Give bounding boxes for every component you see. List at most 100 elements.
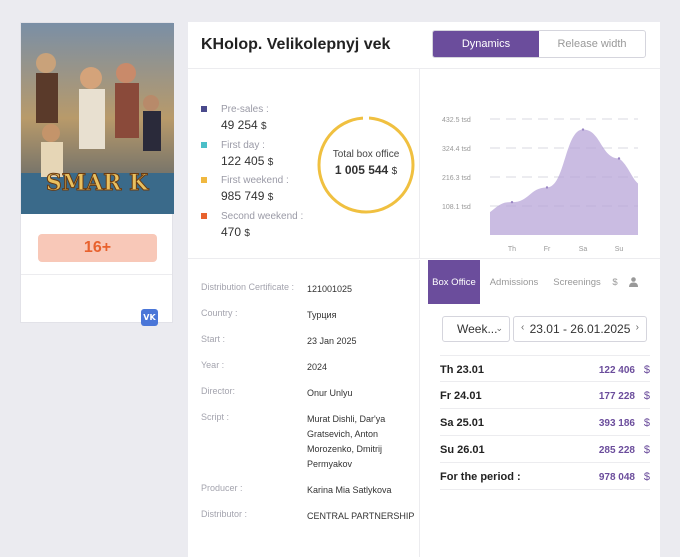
detail-key: Distributor : — [201, 509, 248, 519]
detail-value[interactable]: Murat Dishli, Dar'ya Gratsevich, Anton M… — [307, 414, 386, 469]
tab-box-office[interactable]: Box Office — [428, 260, 480, 304]
y-tick-label: 432.5 tsd — [442, 117, 471, 124]
chart-svg: 108.1 tsd 216.3 tsd 324.4 tsd 432.5 tsd Th Fr… — [442, 117, 638, 253]
stat-value: 985 749 — [221, 189, 265, 203]
detail-value: 2024 — [307, 362, 328, 372]
row-value: 978 048 — [598, 472, 635, 483]
detail-key: Country : — [201, 308, 238, 318]
row-value: 177 228 — [598, 391, 635, 402]
detail-value: Турция — [307, 310, 337, 320]
total-box-office-ring — [317, 116, 415, 214]
legend-square-icon — [201, 106, 207, 112]
box-office-chart: 108.1 tsd 216.3 tsd 324.4 tsd 432.5 tsd Th Fr… — [420, 69, 660, 259]
tab-currency[interactable]: $ — [612, 276, 618, 288]
total-box-office: Total box office 1 005 544 $ — [316, 149, 416, 177]
detail-key: Year : — [201, 360, 225, 370]
stat-value: 470 — [221, 225, 242, 239]
data-point[interactable] — [581, 128, 585, 131]
currency: $ — [244, 228, 250, 239]
currency: $ — [267, 157, 274, 168]
legend-square-icon — [201, 213, 207, 219]
stat-value: 122 405 — [221, 154, 265, 168]
detail-key: Start : — [201, 334, 226, 344]
person-icon — [628, 277, 638, 287]
date-range-select[interactable]: ‹ 23.01 - 26.01.2025 › — [513, 316, 647, 342]
detail-key: Director: — [201, 386, 236, 396]
period-select[interactable]: Week... ⌄ — [442, 316, 510, 342]
chevron-down-icon: ⌄ — [495, 323, 503, 333]
data-point[interactable] — [510, 200, 514, 204]
main-panel: KHolop. Velikolepnyj vek Dynamics Releas… — [188, 22, 660, 557]
chevron-right-icon[interactable]: › — [635, 322, 639, 333]
table-row: Th 23.01 122 406 $ — [440, 355, 650, 382]
vk-icon[interactable]: VK — [141, 309, 158, 326]
detail-key: Script : — [201, 412, 230, 422]
detail-value[interactable]: Karina Mia Satlykova — [307, 485, 392, 495]
details-section: Distribution Certificate : 121001025 Cou… — [188, 260, 420, 557]
view-toggle: Dynamics Release width — [432, 30, 646, 58]
stat-label: First day : — [221, 140, 265, 151]
header: KHolop. Velikolepnyj vek Dynamics Releas… — [188, 22, 660, 69]
box-office-table: Th 23.01 122 406 $ Fr 24.01 177 228 $ Sa… — [440, 355, 650, 490]
row-currency: $ — [643, 444, 650, 456]
row-day: Sa 25.01 — [440, 417, 485, 429]
row-day: For the period : — [440, 471, 521, 483]
stat-pre-sales: Pre-sales : 49 254 $ — [201, 104, 269, 132]
poster-card: SMAR K 16+ VK — [20, 22, 174, 326]
row-value: 122 406 — [598, 365, 635, 376]
tab-admissions[interactable]: Admissions — [489, 276, 539, 288]
stat-value: 49 254 — [221, 118, 258, 132]
age-rating-badge: 16+ — [38, 234, 157, 262]
detail-value[interactable]: Onur Unlyu — [307, 388, 353, 398]
legend-square-icon — [201, 142, 207, 148]
period-select-value: Week... — [457, 322, 498, 336]
area-series — [490, 129, 638, 235]
row-day: Su 26.01 — [440, 444, 485, 456]
legend-square-icon — [201, 177, 207, 183]
detail-key: Distribution Certificate : — [201, 282, 295, 292]
x-tick-label: Sa — [579, 246, 588, 253]
detail-value[interactable]: CENTRAL PARTNERSHIP — [307, 511, 415, 521]
dynamics-toggle-button[interactable]: Dynamics — [433, 31, 539, 57]
table-row: Su 26.01 285 228 $ — [440, 436, 650, 463]
data-point[interactable] — [545, 186, 549, 189]
row-currency: $ — [643, 390, 650, 402]
y-tick-label: 216.3 tsd — [442, 175, 471, 182]
currency: $ — [267, 192, 274, 203]
detail-value: 121001025 — [307, 284, 353, 294]
tab-screenings[interactable]: Screenings — [553, 276, 601, 288]
table-row: Fr 24.01 177 228 $ — [440, 382, 650, 409]
y-tick-label: 108.1 tsd — [442, 204, 471, 211]
detail-key: Producer : — [201, 483, 243, 493]
divider — [21, 274, 172, 275]
row-value: 285 228 — [598, 445, 635, 456]
x-tick-label: Su — [615, 246, 624, 253]
row-day: Th 23.01 — [440, 364, 485, 376]
table-row-total: For the period : 978 048 $ — [440, 463, 650, 490]
table-row: Sa 25.01 393 186 $ — [440, 409, 650, 436]
stat-first-weekend: First weekend : 985 749 $ — [201, 175, 289, 203]
release-width-toggle-button[interactable]: Release width — [557, 38, 627, 50]
stat-label: Second weekend : — [221, 211, 304, 222]
stat-label: First weekend : — [221, 175, 289, 186]
row-value: 393 186 — [598, 418, 635, 429]
row-currency: $ — [643, 471, 650, 483]
stats-section: Pre-sales : 49 254 $ First day : 122 405… — [188, 69, 420, 259]
total-value: 1 005 544 — [334, 163, 389, 177]
row-currency: $ — [643, 417, 650, 429]
stat-first-day: First day : 122 405 $ — [201, 140, 273, 168]
x-tick-label: Fr — [544, 246, 551, 253]
chevron-left-icon[interactable]: ‹ — [521, 322, 525, 333]
stat-label: Pre-sales : — [221, 104, 269, 115]
poster-title-text: SMAR K — [46, 170, 149, 196]
movie-poster[interactable]: SMAR K — [21, 23, 174, 214]
x-tick-label: Th — [508, 246, 516, 253]
y-tick-label: 324.4 tsd — [442, 146, 471, 153]
tab-person[interactable] — [624, 260, 642, 304]
row-currency: $ — [643, 364, 650, 376]
data-tabs: Box Office Admissions Screenings $ — [428, 260, 660, 304]
data-point[interactable] — [617, 157, 621, 160]
date-range-value: 23.01 - 26.01.2025 — [529, 322, 631, 336]
film-title: KHolop. Velikolepnyj vek — [201, 36, 391, 53]
stat-second-weekend: Second weekend : 470 $ — [201, 211, 303, 239]
